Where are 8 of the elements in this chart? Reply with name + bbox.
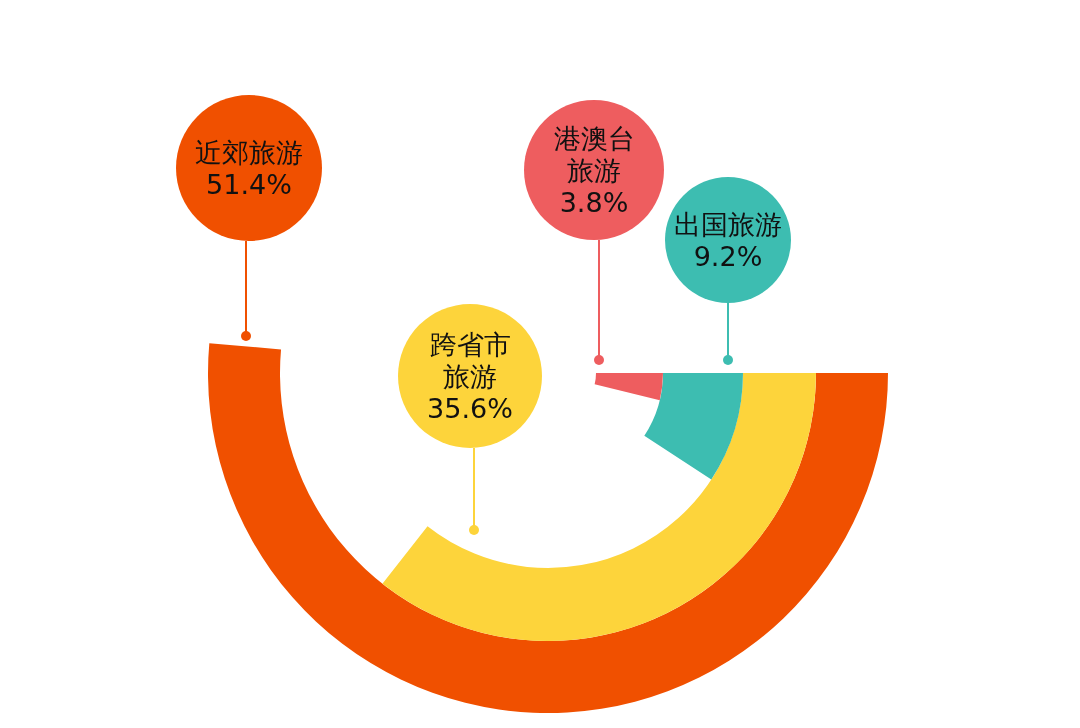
category-label: 跨省市旅游: [429, 328, 511, 392]
data-label: 9.2%: [693, 240, 763, 272]
data-label: 51.4%: [206, 168, 292, 200]
data-label: 35.6%: [427, 392, 513, 424]
category-label: 港澳台旅游: [553, 122, 635, 186]
category-label: 出国旅游: [674, 208, 782, 240]
category-label: 近郊旅游: [195, 136, 303, 168]
data-label: 3.8%: [559, 186, 629, 218]
